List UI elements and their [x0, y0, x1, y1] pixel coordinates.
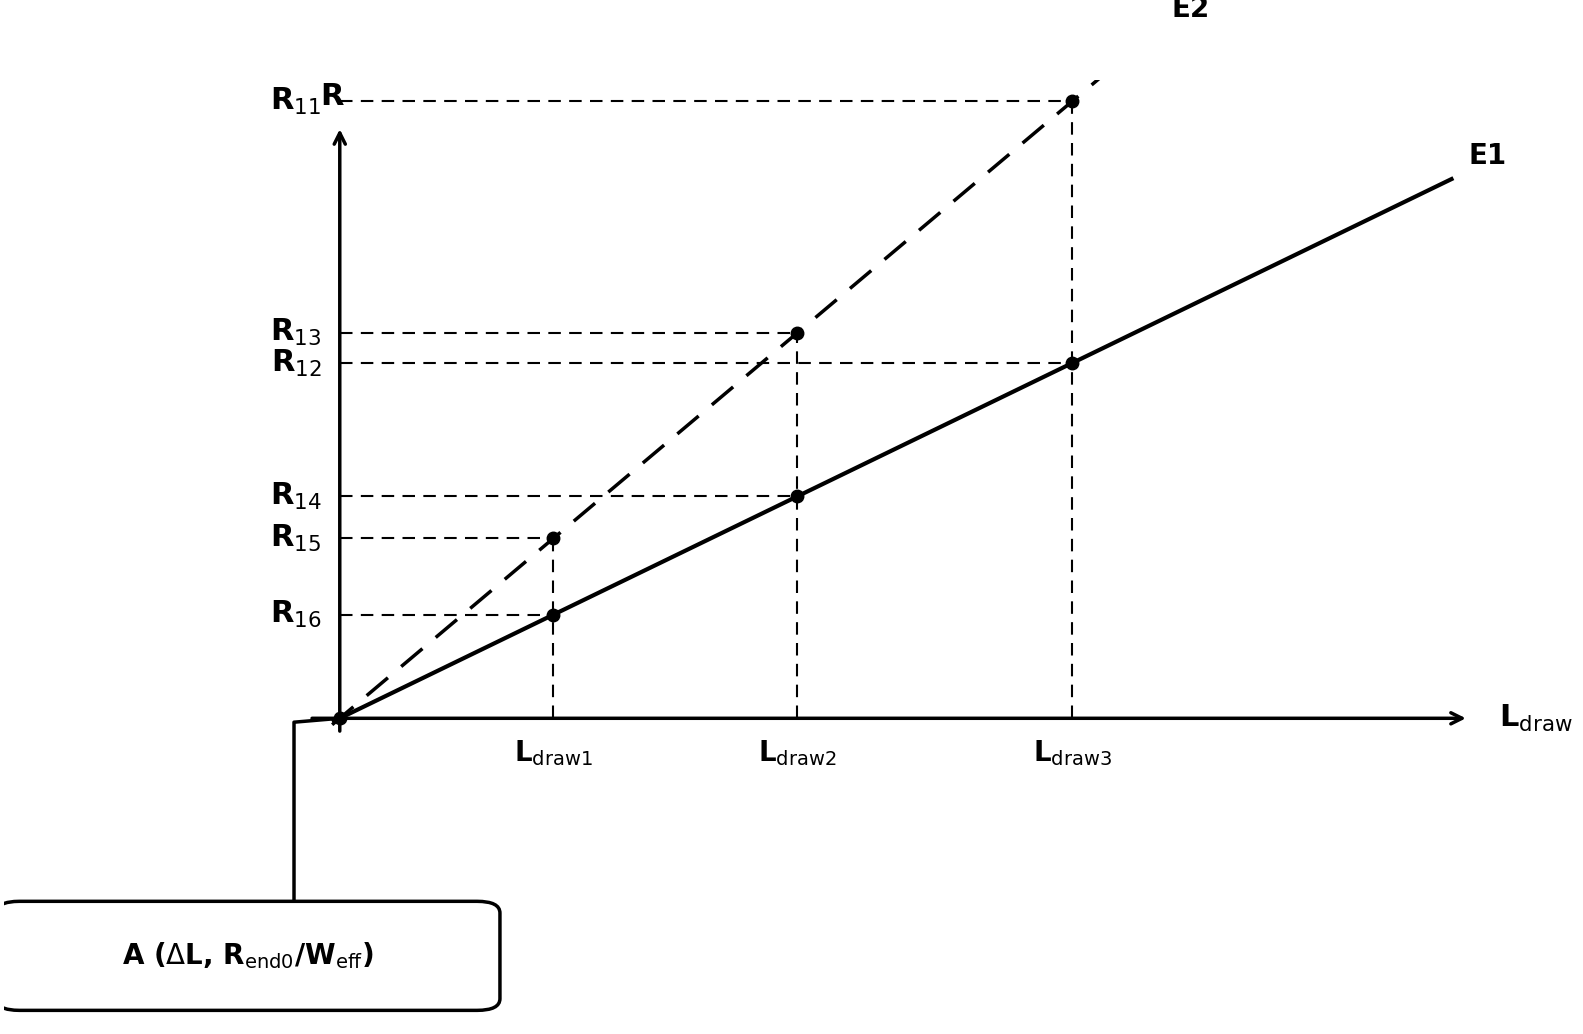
Text: A ($\Delta$L, R$_{\rm end0}$/W$_{\rm eff}$): A ($\Delta$L, R$_{\rm end0}$/W$_{\rm eff… — [122, 941, 374, 971]
Text: E2: E2 — [1171, 0, 1209, 23]
Text: R$_{16}$: R$_{16}$ — [269, 599, 321, 631]
Text: R$_{14}$: R$_{14}$ — [269, 481, 321, 512]
Text: R$_{13}$: R$_{13}$ — [271, 317, 321, 348]
Text: L$_{\rm draw3}$: L$_{\rm draw3}$ — [1032, 738, 1111, 767]
Text: L$_{\rm draw1}$: L$_{\rm draw1}$ — [514, 738, 592, 767]
Text: R$_{11}$: R$_{11}$ — [271, 86, 321, 117]
Text: R: R — [320, 82, 344, 111]
Text: R$_{12}$: R$_{12}$ — [271, 347, 321, 378]
Text: L$_{\rm draw2}$: L$_{\rm draw2}$ — [758, 738, 837, 767]
Text: R$_{15}$: R$_{15}$ — [271, 523, 321, 554]
FancyBboxPatch shape — [0, 902, 500, 1010]
Text: L$_{\rm draw}$: L$_{\rm draw}$ — [1499, 703, 1574, 734]
Text: E1: E1 — [1469, 143, 1507, 171]
